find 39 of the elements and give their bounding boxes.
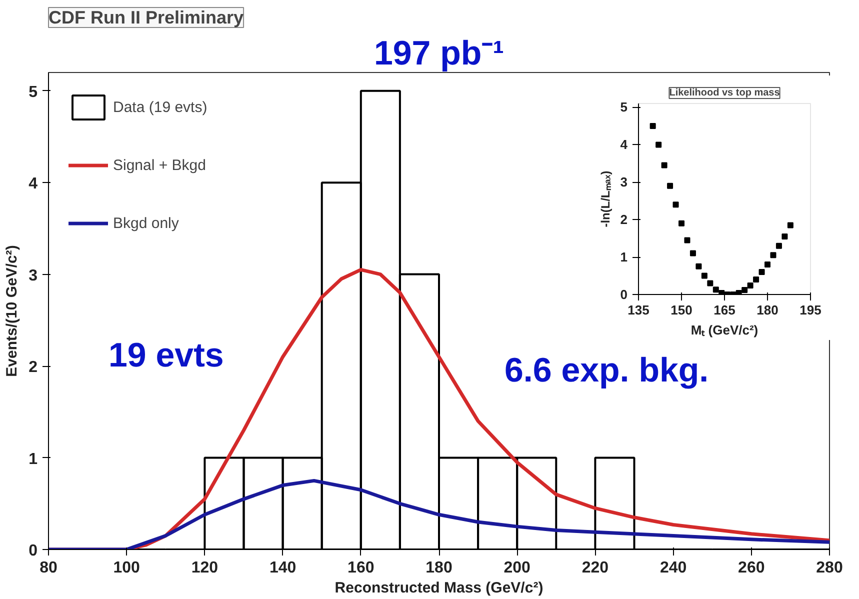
- y-axis-title: Events/(10 GeV/c²): [4, 245, 21, 377]
- y-tick-label: 2: [620, 212, 628, 228]
- x-axis-title: Reconstructed Mass (GeV/c²): [334, 580, 544, 596]
- x-tick-label: 260: [738, 560, 765, 576]
- x-tick-label: 240: [660, 560, 687, 576]
- y-tick-label: 5: [28, 84, 38, 101]
- annotation: 197 pb⁻¹: [374, 34, 504, 72]
- legend-label: Data (19 evts): [113, 98, 208, 116]
- y-tick-label: 0: [620, 287, 628, 302]
- x-tick-label: 140: [269, 560, 296, 576]
- y-tick-label: 3: [620, 174, 628, 190]
- x-tick-label: 195: [800, 302, 822, 318]
- x-tick-label: 160: [348, 560, 374, 576]
- y-tick-label: 1: [28, 450, 38, 468]
- x-tick-label: 220: [582, 560, 609, 576]
- x-tick-label: 180: [426, 560, 452, 576]
- y-tick-label: 2: [28, 359, 38, 376]
- x-tick-label: 100: [113, 560, 140, 576]
- y-tick-label: 4: [620, 137, 628, 152]
- y-tick-label: 4: [28, 176, 38, 193]
- y-tick-label: 0: [28, 542, 38, 560]
- legend-label: Bkgd only: [113, 214, 179, 232]
- y-tick-label: 3: [28, 267, 38, 284]
- legend-label: Signal + Bkgd: [113, 156, 206, 174]
- chart-title: Likelihood vs top mass: [669, 88, 780, 98]
- y-axis-title: -ln(L/Lₘₐₓ): [598, 170, 612, 228]
- x-tick-label: 280: [816, 560, 843, 576]
- x-tick-label: 150: [670, 302, 692, 318]
- y-tick-label: 1: [620, 250, 628, 265]
- x-tick-label: 120: [191, 560, 218, 576]
- x-tick-label: 165: [714, 302, 736, 318]
- x-axis-title: Mₜ (GeV/c²): [690, 322, 758, 338]
- annotation: 6.6 exp. bkg.: [504, 352, 709, 390]
- y-tick-label: 5: [620, 100, 628, 115]
- x-tick-label: 200: [504, 560, 531, 576]
- x-tick-label: 80: [40, 560, 58, 576]
- x-tick-label: 135: [628, 302, 650, 318]
- x-tick-label: 180: [756, 302, 778, 318]
- annotation: 19 evts: [108, 336, 224, 374]
